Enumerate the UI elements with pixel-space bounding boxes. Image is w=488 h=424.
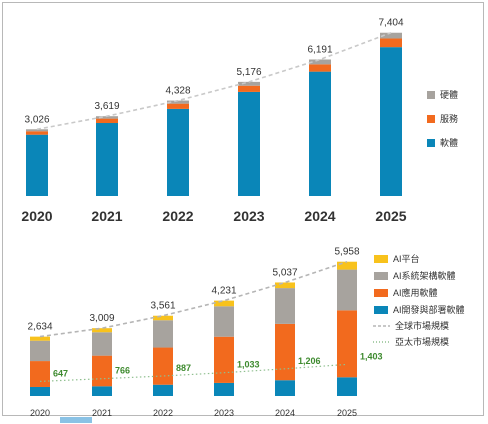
x-tick-label-2023: 2023 [214,408,234,418]
global-market-line [39,260,348,338]
total-label-2021: 3,619 [94,101,119,112]
legend-swatch-AI應用軟體 [374,289,388,297]
bar-segment-硬體-2021 [96,116,118,119]
bar-segment-服務-2024 [309,64,331,72]
total-label-2025: 5,958 [334,247,359,258]
bar-segment-硬體-2020 [26,129,48,132]
x-tick-label-2024: 2024 [275,408,295,418]
apac-value-label-2024: 1,206 [298,356,321,366]
bar-segment-服務-2020 [26,131,48,135]
figure-frame [2,2,484,416]
bar-segment-AI開發與部署軟體-2021 [92,386,112,396]
total-label-2025: 7,404 [378,18,403,29]
legend-swatch-AI開發與部署軟體 [374,306,388,314]
bar-segment-AI開發與部署軟體-2022 [153,384,173,396]
legend-label-硬體: 硬體 [440,89,458,100]
bar-segment-軟體-2024 [309,71,331,196]
bar-segment-服務-2025 [380,38,402,48]
legend-swatch-服務 [427,115,435,123]
x-tick-label-2020: 2020 [30,408,50,418]
legend-label-全球市場規模: 全球市場規模 [395,320,449,331]
total-label-2023: 4,231 [211,286,236,297]
total-label-2024: 5,037 [272,267,297,278]
bar-segment-AI平台-2021 [92,328,112,333]
bottom-accent-strip [60,417,92,423]
legend-swatch-AI平台 [374,255,388,263]
x-tick-label-2025: 2025 [337,408,357,418]
bar-segment-服務-2022 [167,103,189,109]
bar-segment-AI系統架構軟體-2022 [153,320,173,348]
total-label-2020: 3,026 [24,114,49,125]
bar-segment-軟體-2023 [238,91,260,196]
bar-segment-AI開發與部署軟體-2025 [337,377,357,396]
total-label-2022: 4,328 [165,86,190,97]
x-tick-label-2023: 2023 [233,208,264,224]
total-label-2024: 6,191 [307,44,332,55]
bar-segment-硬體-2024 [309,59,331,65]
apac-value-label-2020: 647 [53,368,68,378]
bar-segment-軟體-2021 [96,123,118,196]
bar-segment-AI系統架構軟體-2021 [92,332,112,356]
bar-segment-AI開發與部署軟體-2020 [30,386,50,396]
bar-segment-AI系統架構軟體-2023 [214,306,234,337]
apac-value-label-2025: 1,403 [360,351,383,361]
bar-segment-AI系統架構軟體-2025 [337,269,357,311]
x-tick-label-2025: 2025 [375,208,406,224]
bar-segment-硬體-2022 [167,100,189,104]
apac-value-label-2023: 1,033 [237,360,260,370]
bar-segment-AI平台-2025 [337,261,357,270]
bar-segment-AI應用軟體-2025 [337,310,357,378]
legend-label-軟體: 軟體 [440,137,458,148]
bar-segment-硬體-2023 [238,81,260,86]
apac-market-line [39,363,348,382]
apac-value-label-2021: 766 [115,366,130,376]
bar-segment-AI平台-2023 [214,300,234,307]
bar-segment-AI平台-2024 [275,282,295,289]
x-tick-label-2021: 2021 [91,208,122,224]
x-tick-label-2020: 2020 [21,208,52,224]
legend-label-服務: 服務 [440,113,458,124]
trend-line-top [36,31,392,131]
legend-label-亞太市場規模: 亞太市場規模 [395,336,449,347]
x-tick-label-2022: 2022 [162,208,193,224]
legend-label-AI系統架構軟體: AI系統架構軟體 [393,270,456,281]
bar-segment-AI開發與部署軟體-2023 [214,382,234,396]
legend-swatch-AI系統架構軟體 [374,272,388,280]
bar-segment-軟體-2025 [380,47,402,197]
x-tick-label-2021: 2021 [92,408,112,418]
total-label-2021: 3,009 [89,313,114,324]
bar-segment-AI應用軟體-2022 [153,347,173,385]
bar-segment-服務-2021 [96,118,118,124]
x-tick-label-2022: 2022 [153,408,173,418]
bar-segment-AI平台-2020 [30,336,50,341]
total-label-2022: 3,561 [150,301,175,312]
bar-segment-AI系統架構軟體-2020 [30,340,50,362]
legend-label-AI開發與部署軟體: AI開發與部署軟體 [393,304,465,315]
bar-segment-AI應用軟體-2024 [275,323,295,381]
legend-label-AI應用軟體: AI應用軟體 [393,287,438,298]
bar-segment-AI開發與部署軟體-2024 [275,380,295,396]
legend-swatch-硬體 [427,91,435,99]
total-label-2023: 5,176 [236,67,261,78]
total-label-2020: 2,634 [27,322,52,333]
legend-label-AI平台: AI平台 [393,253,420,264]
bar-segment-AI系統架構軟體-2024 [275,288,295,324]
x-tick-label-2024: 2024 [304,208,335,224]
bar-segment-AI應用軟體-2021 [92,355,112,387]
bar-segment-軟體-2022 [167,108,189,196]
bar-segment-服務-2023 [238,85,260,92]
legend-swatch-軟體 [427,139,435,147]
bar-segment-AI應用軟體-2023 [214,336,234,383]
bar-segment-硬體-2025 [380,32,402,39]
bar-segment-AI平台-2022 [153,315,173,321]
bar-segment-軟體-2020 [26,134,48,196]
bar-segment-AI應用軟體-2020 [30,361,50,387]
apac-value-label-2022: 887 [176,363,191,373]
